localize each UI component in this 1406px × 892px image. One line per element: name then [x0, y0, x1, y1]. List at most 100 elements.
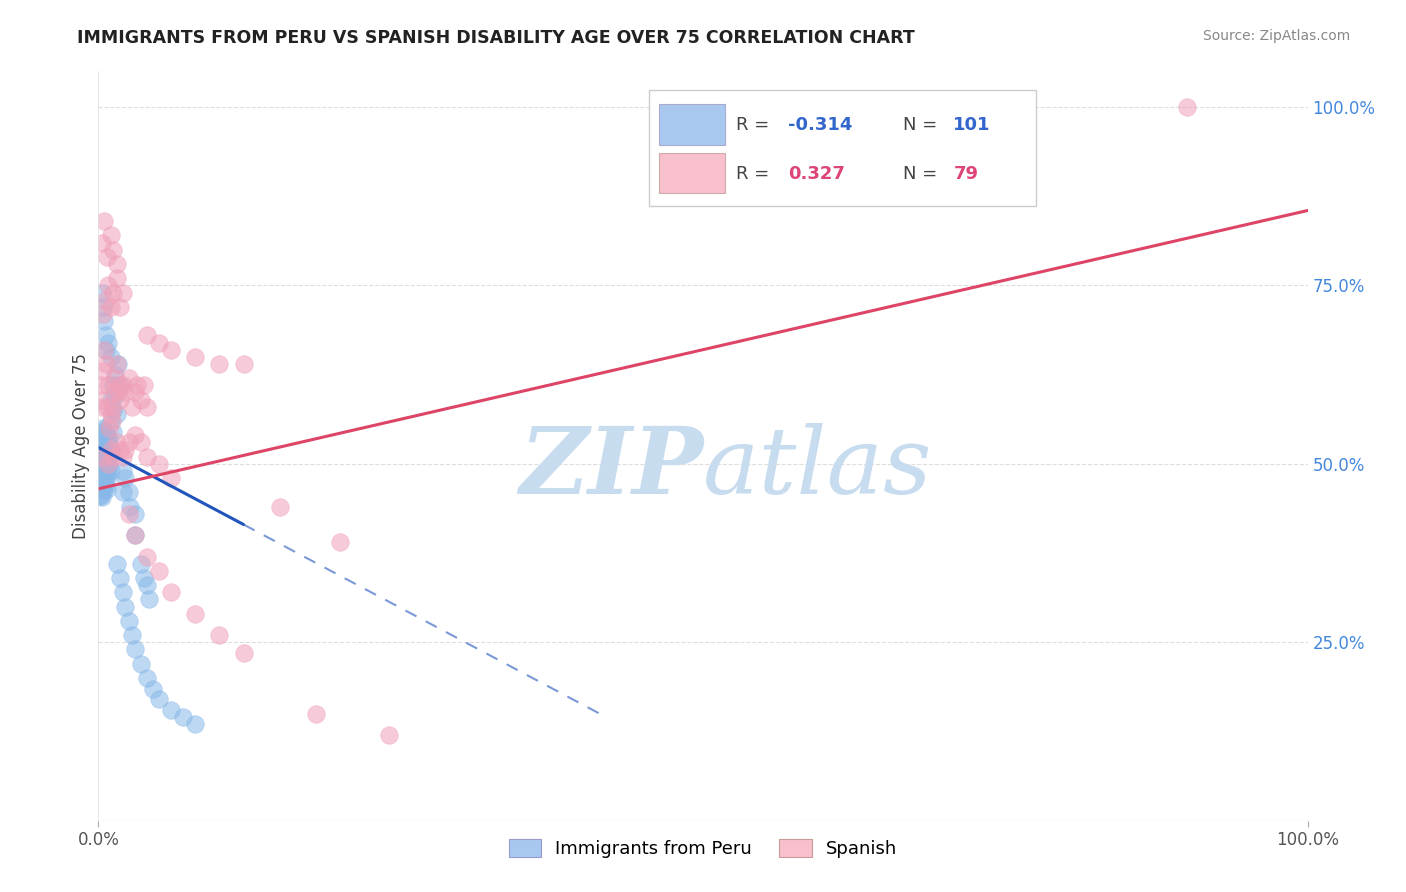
- Point: [97, 464, 120, 478]
- Point: [91, 471, 114, 485]
- Point: [105, 271, 128, 285]
- Point: [97, 442, 120, 457]
- Point: [91, 462, 114, 476]
- Point: [94, 478, 117, 492]
- Point: [93, 343, 115, 357]
- Point: [91, 443, 114, 458]
- Point: [100, 442, 122, 457]
- Point: [93, 314, 115, 328]
- Point: [111, 485, 134, 500]
- Point: [90, 480, 112, 494]
- Point: [232, 357, 254, 371]
- Point: [94, 357, 117, 371]
- Text: ZIP: ZIP: [519, 424, 703, 514]
- Point: [114, 442, 136, 457]
- Point: [98, 446, 121, 460]
- Point: [172, 710, 194, 724]
- Point: [90, 378, 112, 392]
- Point: [108, 571, 131, 585]
- Point: [107, 357, 129, 371]
- Point: [108, 378, 131, 392]
- Point: [105, 357, 128, 371]
- Point: [96, 250, 118, 264]
- Point: [91, 425, 114, 439]
- Point: [90, 428, 112, 442]
- Point: [232, 646, 254, 660]
- Point: [129, 657, 152, 671]
- Point: [135, 450, 157, 464]
- Point: [97, 432, 120, 446]
- Point: [103, 385, 125, 400]
- Text: R =: R =: [735, 116, 775, 134]
- Point: [100, 407, 122, 421]
- Point: [114, 599, 136, 614]
- Point: [100, 464, 122, 478]
- Point: [108, 392, 131, 407]
- Point: [377, 728, 399, 742]
- Point: [100, 300, 122, 314]
- Point: [124, 385, 146, 400]
- Point: [111, 585, 134, 599]
- Point: [91, 481, 114, 495]
- Point: [101, 400, 124, 414]
- Text: N =: N =: [903, 165, 942, 183]
- Point: [93, 452, 115, 467]
- Point: [101, 425, 124, 439]
- Point: [129, 392, 152, 407]
- Point: [96, 400, 118, 414]
- Point: [111, 450, 134, 464]
- Point: [93, 433, 115, 447]
- Point: [269, 500, 291, 514]
- Point: [184, 350, 207, 364]
- Point: [91, 431, 114, 445]
- Point: [96, 471, 118, 485]
- Point: [124, 528, 146, 542]
- Point: [107, 385, 129, 400]
- Point: [160, 471, 183, 485]
- Point: [94, 446, 117, 460]
- Point: [97, 457, 120, 471]
- Point: [100, 392, 122, 407]
- Point: [94, 293, 117, 307]
- Point: [118, 500, 141, 514]
- Point: [91, 451, 114, 466]
- FancyBboxPatch shape: [659, 153, 724, 194]
- Point: [118, 485, 141, 500]
- Point: [108, 300, 131, 314]
- Point: [90, 454, 112, 468]
- Point: [1175, 100, 1198, 114]
- Point: [104, 371, 127, 385]
- Point: [100, 228, 122, 243]
- Point: [91, 421, 114, 435]
- Point: [100, 442, 122, 457]
- Point: [118, 371, 141, 385]
- Point: [148, 692, 170, 706]
- Point: [111, 378, 134, 392]
- Point: [118, 435, 141, 450]
- Point: [91, 434, 114, 448]
- Point: [96, 450, 118, 464]
- Point: [89, 475, 111, 489]
- Point: [135, 578, 157, 592]
- Text: 0.327: 0.327: [787, 165, 845, 183]
- Point: [94, 425, 117, 439]
- Text: N =: N =: [903, 116, 942, 134]
- Point: [94, 328, 117, 343]
- Y-axis label: Disability Age Over 75: Disability Age Over 75: [72, 353, 90, 539]
- Point: [108, 442, 131, 457]
- Point: [89, 439, 111, 453]
- Point: [101, 403, 124, 417]
- Point: [118, 507, 141, 521]
- Point: [89, 435, 111, 450]
- Point: [90, 462, 112, 476]
- Point: [94, 467, 117, 482]
- Point: [93, 473, 115, 487]
- Point: [114, 385, 136, 400]
- Point: [98, 457, 121, 471]
- Point: [91, 235, 114, 250]
- Point: [135, 549, 157, 564]
- Point: [105, 257, 128, 271]
- Point: [134, 378, 156, 392]
- Point: [105, 407, 128, 421]
- Point: [100, 414, 122, 428]
